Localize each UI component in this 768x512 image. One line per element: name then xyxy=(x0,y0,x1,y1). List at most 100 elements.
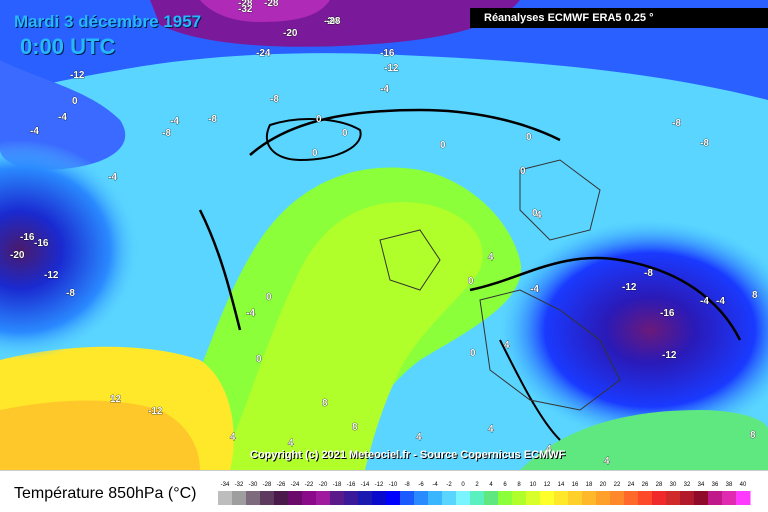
contour-label: 4 xyxy=(546,444,552,455)
contour-labels: -28-32-28-24-24-20-16-12-4-28-12-8-40-4 0… xyxy=(10,0,759,467)
contour-label: -28 xyxy=(238,0,253,9)
contour-label: -4 xyxy=(108,172,117,183)
legend-tick-label: -32 xyxy=(235,482,244,488)
zero-isotherm-east xyxy=(469,256,742,341)
legend-swatch xyxy=(736,491,751,505)
legend-tick-label: 4 xyxy=(489,482,493,488)
legend-tick-label: 0 xyxy=(461,482,465,488)
zero-isotherm-south xyxy=(499,339,561,441)
zero-isotherm-west xyxy=(198,209,242,331)
legend-swatch xyxy=(540,491,555,505)
legend-swatch xyxy=(484,491,499,505)
legend-tick-label: 28 xyxy=(656,482,663,488)
contour-label: 8 xyxy=(752,290,758,301)
legend-tick-label: -34 xyxy=(221,482,230,488)
contour-label: -20 xyxy=(283,28,298,39)
map-time: 0:00 UTC xyxy=(20,34,116,59)
legend-tick-label: -16 xyxy=(347,482,356,488)
contour-label: 0 xyxy=(532,208,538,219)
contour-label: 4 xyxy=(536,210,542,221)
contour-label: 0 xyxy=(342,128,348,139)
legend-swatch xyxy=(512,491,527,505)
contour-label: 4 xyxy=(504,340,510,351)
legend-tick-label: -28 xyxy=(263,482,272,488)
contour-label: 0 xyxy=(440,140,446,151)
contour-label: 0 xyxy=(316,114,322,125)
legend-tick-label: 30 xyxy=(670,482,677,488)
arctic-core-deep xyxy=(200,0,330,22)
legend-swatch xyxy=(218,491,233,505)
legend-swatch xyxy=(400,491,415,505)
contour-label: -28 xyxy=(264,0,279,9)
legend-swatch xyxy=(694,491,709,505)
contour-label: -28 xyxy=(326,16,341,27)
contour-label: -12 xyxy=(622,282,637,293)
legend-swatch xyxy=(442,491,457,505)
contour-label: 8 xyxy=(352,422,358,433)
legend-swatch xyxy=(246,491,261,505)
legend-swatch xyxy=(680,491,695,505)
contour-label: 0 xyxy=(256,354,262,365)
contour-label: 4 xyxy=(288,438,294,449)
legend-swatch xyxy=(260,491,275,505)
legend-swatch xyxy=(470,491,485,505)
legend-title: Température 850hPa (°C) xyxy=(14,485,197,502)
contour-label: 4 xyxy=(488,252,494,263)
contour-label: -12 xyxy=(70,70,85,81)
legend-swatch xyxy=(288,491,303,505)
contour-label: -8 xyxy=(270,94,279,105)
contour-label: 12 xyxy=(110,394,122,405)
contour-label: -4 xyxy=(246,308,255,319)
legend-swatch xyxy=(624,491,639,505)
contour-label: -24 xyxy=(256,48,271,59)
contour-label: -12 xyxy=(148,406,163,417)
legend-swatch xyxy=(428,491,443,505)
legend-tick-label: 8 xyxy=(517,482,521,488)
contour-label: -8 xyxy=(162,128,171,139)
legend-scale: -34 -32 -30 -28 -26 -24 -22 -20 -18 -16 -14 -12 -10-… xyxy=(218,482,751,505)
contour-label: -16 xyxy=(660,308,675,319)
contour-label: 4 xyxy=(416,432,422,443)
legend-tick-label: -24 xyxy=(291,482,300,488)
map-date: Mardi 3 décembre 1957 xyxy=(14,12,202,31)
legend-tick-label: 36 xyxy=(712,482,719,488)
legend-tick-label: -10 xyxy=(389,482,398,488)
legend-tick-label: -4 xyxy=(432,482,438,488)
legend-tick-label: -12 xyxy=(375,482,384,488)
iceland-outline xyxy=(265,117,362,162)
contour-label: 4 xyxy=(230,432,236,443)
legend-swatch xyxy=(666,491,681,505)
legend-tick-label: 6 xyxy=(503,482,507,488)
contour-label: -32 xyxy=(238,4,253,15)
legend-swatch xyxy=(372,491,387,505)
legend-swatch xyxy=(498,491,513,505)
legend-tick-label: 14 xyxy=(558,482,565,488)
legend-swatch xyxy=(638,491,653,505)
legend-swatch xyxy=(722,491,737,505)
legend-tick-label: 26 xyxy=(642,482,649,488)
contour-label: -8 xyxy=(208,114,217,125)
contour-label: 0 xyxy=(266,292,272,303)
contour-label: -4 xyxy=(58,112,67,123)
legend-swatch xyxy=(582,491,597,505)
copyright-text: Copyright (c) 2021 Meteociel.fr - Source… xyxy=(250,449,566,461)
legend-tick-label: -6 xyxy=(418,482,424,488)
legend-tick-label: -22 xyxy=(305,482,314,488)
zero-isotherm-north xyxy=(249,108,561,156)
coastline-europe xyxy=(479,289,621,411)
subtropical-warmer xyxy=(0,400,200,470)
legend-tick-label: 20 xyxy=(600,482,607,488)
legend-swatch xyxy=(232,491,247,505)
legend-swatch xyxy=(568,491,583,505)
contour-label: -4 xyxy=(700,296,709,307)
legend-tick-label: -20 xyxy=(319,482,328,488)
legend-tick-label: 12 xyxy=(544,482,551,488)
contour-label: 8 xyxy=(322,398,328,409)
south-east-mild xyxy=(520,410,768,470)
contour-label: -8 xyxy=(66,288,75,299)
legend-swatch xyxy=(358,491,373,505)
legend-swatch xyxy=(456,491,471,505)
legend-tick-label: 18 xyxy=(586,482,593,488)
contour-label: -16 xyxy=(20,232,35,243)
